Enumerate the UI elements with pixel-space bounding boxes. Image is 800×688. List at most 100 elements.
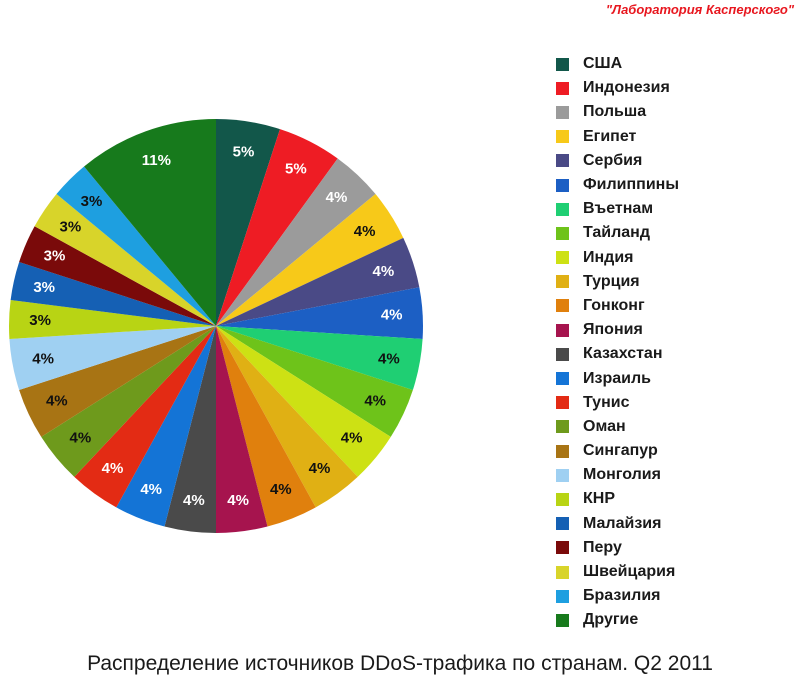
pie-slice-11: [216, 326, 268, 534]
slice-label-9: 4%: [309, 460, 331, 477]
legend-label: Тайланд: [583, 224, 650, 242]
pie-slice-10: [216, 326, 316, 527]
pie-slice-9: [216, 326, 358, 508]
legend-item-23: Другие: [556, 608, 796, 632]
pie-slice-2: [216, 158, 376, 326]
pie-slice-22: [56, 166, 216, 326]
legend-swatch: [556, 372, 569, 386]
legend-label: Другие: [583, 611, 639, 629]
pie-slice-16: [19, 326, 216, 437]
legend-label: Израиль: [583, 369, 651, 387]
legend-label: Оман: [583, 417, 626, 435]
slice-label-2: 4%: [326, 189, 348, 206]
legend-item-4: Сербия: [556, 149, 796, 173]
slice-label-11: 4%: [227, 492, 249, 509]
legend-item-17: Монголия: [556, 463, 796, 487]
slice-label-1: 5%: [285, 161, 307, 178]
legend-swatch: [556, 202, 569, 216]
legend-swatch: [556, 105, 569, 119]
legend-swatch: [556, 565, 569, 579]
legend-label: КНР: [583, 490, 615, 508]
legend-label: Тунис: [583, 393, 630, 411]
legend-item-19: Малайзия: [556, 512, 796, 536]
chart-legend: США Индонезия Польша Египет Сербия Филиппины В…: [556, 52, 796, 633]
legend-item-12: Казахстан: [556, 342, 796, 366]
legend-item-9: Турция: [556, 270, 796, 294]
legend-swatch: [556, 396, 569, 410]
legend-label: Польша: [583, 103, 647, 121]
legend-label: Въетнам: [583, 200, 654, 218]
slice-label-8: 4%: [341, 430, 363, 447]
pie-slice-0: [216, 119, 280, 326]
legend-label: Сингапур: [583, 442, 658, 460]
pie-slice-1: [216, 129, 338, 326]
legend-swatch: [556, 226, 569, 240]
legend-label: Малайзия: [583, 514, 662, 532]
slice-label-21: 3%: [60, 219, 82, 236]
legend-item-21: Швейцария: [556, 560, 796, 584]
pie-slice-13: [116, 326, 216, 527]
pie-slice-15: [41, 326, 216, 477]
legend-item-22: Бразилия: [556, 584, 796, 608]
legend-item-8: Индия: [556, 246, 796, 270]
legend-label: Филиппины: [583, 176, 679, 194]
legend-swatch: [556, 541, 569, 555]
legend-label: Монголия: [583, 466, 661, 484]
chart-title: Распределение источников DDoS-трафика по…: [87, 652, 713, 675]
legend-item-20: Перу: [556, 536, 796, 560]
legend-swatch: [556, 347, 569, 361]
pie-slice-17: [9, 326, 216, 390]
slice-label-12: 4%: [183, 492, 205, 509]
pie-slice-18: [9, 300, 217, 339]
legend-label: Турция: [583, 272, 640, 290]
legend-item-14: Тунис: [556, 391, 796, 415]
legend-label: Индия: [583, 248, 634, 266]
legend-label: США: [583, 55, 623, 73]
pie-chart: 5% 5% 4% 4% 4% 4% 4% 4% 4% 4% 4% 4% 4% 4% 4% 4% 4% 4% 3% 3%…: [9, 118, 423, 534]
legend-item-18: КНР: [556, 487, 796, 511]
legend-item-2: Польша: [556, 100, 796, 124]
legend-swatch: [556, 178, 569, 192]
legend-label: Бразилия: [583, 587, 661, 605]
legend-swatch: [556, 57, 569, 71]
legend-item-5: Филиппины: [556, 173, 796, 197]
slice-label-3: 4%: [354, 223, 376, 240]
slice-label-7: 4%: [364, 392, 386, 409]
legend-item-0: США: [556, 52, 796, 76]
pie-slice-3: [216, 194, 404, 326]
legend-swatch: [556, 323, 569, 337]
legend-swatch: [556, 81, 569, 95]
slice-label-19: 3%: [33, 279, 55, 296]
slice-label-18: 3%: [29, 312, 51, 329]
pie-slice-14: [74, 326, 216, 508]
legend-item-1: Индонезия: [556, 76, 796, 100]
legend-swatch: [556, 154, 569, 168]
pie-slice-23: [84, 118, 216, 326]
legend-label: Индонезия: [583, 79, 670, 97]
pie-slice-7: [216, 326, 413, 437]
slice-label-5: 4%: [381, 306, 403, 323]
legend-swatch: [556, 130, 569, 144]
legend-item-15: Оман: [556, 415, 796, 439]
slice-label-17: 4%: [32, 351, 54, 368]
pie-slice-5: [216, 287, 423, 339]
legend-swatch: [556, 613, 569, 627]
pie-slice-12: [164, 326, 216, 534]
legend-item-3: Египет: [556, 125, 796, 149]
legend-swatch: [556, 299, 569, 313]
slice-label-10: 4%: [270, 481, 292, 498]
legend-item-13: Израиль: [556, 366, 796, 390]
slice-label-20: 3%: [44, 248, 66, 265]
legend-swatch: [556, 275, 569, 289]
legend-swatch: [556, 492, 569, 506]
watermark: "Лаборатория Касперского": [605, 2, 794, 17]
slice-label-15: 4%: [70, 430, 92, 447]
legend-label: Гонконг: [583, 296, 645, 314]
legend-label: Египет: [583, 127, 637, 145]
legend-swatch: [556, 444, 569, 458]
legend-label: Сербия: [583, 151, 643, 169]
slice-label-6: 4%: [378, 351, 400, 368]
pie-slice-20: [19, 226, 216, 326]
pie-slice-8: [216, 326, 391, 477]
legend-item-11: Япония: [556, 318, 796, 342]
